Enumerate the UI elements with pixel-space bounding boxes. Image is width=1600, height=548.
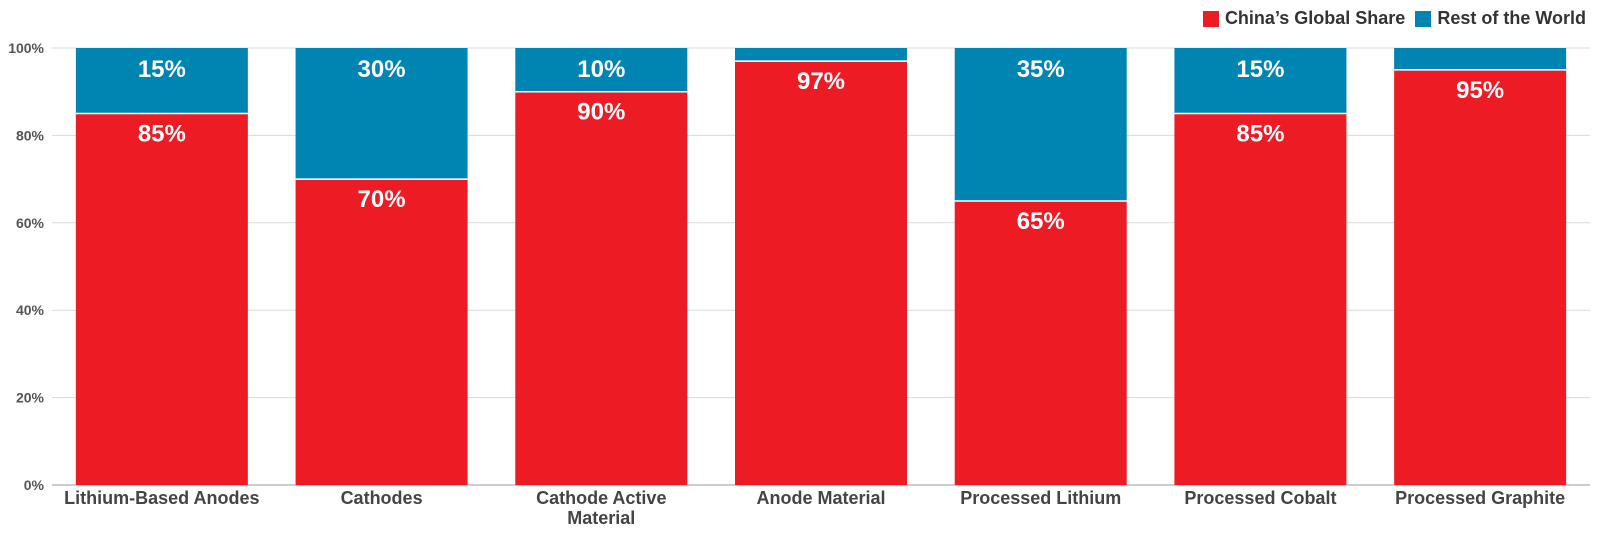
x-tick-label-line: Cathodes xyxy=(341,488,423,508)
bar-rest-of-world xyxy=(1394,48,1567,70)
data-label-china: 95% xyxy=(1456,77,1504,104)
data-label-rest-of-world: 30% xyxy=(358,56,406,83)
x-tick-label-line: Processed Cobalt xyxy=(1184,488,1336,508)
bar-rest-of-world xyxy=(1174,48,1347,114)
data-label-rest-of-world: 35% xyxy=(1017,56,1065,83)
x-tick-label-line: Material xyxy=(567,508,635,528)
bar-rest-of-world xyxy=(735,48,907,62)
x-tick-label: Processed Graphite xyxy=(1395,488,1565,508)
bar-china-share xyxy=(954,200,1127,485)
legend-item-rest-of-world: Rest of the World xyxy=(1415,8,1586,29)
x-tick-label: Anode Material xyxy=(756,488,885,508)
bar-rest-of-world xyxy=(515,48,688,92)
x-tick-label: Processed Cobalt xyxy=(1184,488,1336,508)
bar-china-share xyxy=(1394,69,1567,485)
bar-china-share xyxy=(515,91,688,485)
x-tick-label-line: Processed Graphite xyxy=(1395,488,1565,508)
data-label-china: 65% xyxy=(1017,208,1065,235)
data-label-china: 85% xyxy=(138,121,186,148)
legend: China’s Global Share Rest of the World xyxy=(1202,8,1586,29)
legend-item-china: China’s Global Share xyxy=(1202,8,1406,29)
y-tick-label: 20% xyxy=(16,390,45,406)
legend-label-china: China’s Global Share xyxy=(1224,8,1406,28)
bar-china-share xyxy=(1174,113,1347,486)
x-tick-label: Lithium-Based Anodes xyxy=(64,488,259,508)
legend-swatch-rest-of-world xyxy=(1415,10,1432,27)
y-tick-label: 0% xyxy=(24,477,45,493)
data-label-china: 90% xyxy=(577,99,625,126)
x-tick-label: Cathode Active Material xyxy=(536,488,666,528)
x-tick-label: Cathodes xyxy=(341,488,423,508)
x-tick-label-line: Processed Lithium xyxy=(960,488,1121,508)
bar-china-share xyxy=(295,179,468,485)
x-tick-label-line: Anode Material xyxy=(756,488,885,508)
y-tick-label: 100% xyxy=(8,40,44,56)
bar-china-share xyxy=(75,113,248,486)
y-tick-label: 40% xyxy=(16,302,45,318)
x-tick-label: Processed Lithium xyxy=(960,488,1121,508)
bar-china-share xyxy=(735,61,907,486)
data-label-rest-of-world: 10% xyxy=(577,56,625,83)
data-label-china: 70% xyxy=(358,186,406,213)
bar-rest-of-world xyxy=(954,48,1127,201)
legend-label-rest-of-world: Rest of the World xyxy=(1437,8,1586,28)
data-label-china: 85% xyxy=(1236,121,1284,148)
data-label-rest-of-world: 15% xyxy=(1236,56,1284,83)
x-tick-label-line: Lithium-Based Anodes xyxy=(64,488,259,508)
data-label-china: 97% xyxy=(797,68,845,95)
bar-rest-of-world xyxy=(295,48,468,180)
data-label-rest-of-world: 15% xyxy=(138,56,186,83)
bar-rest-of-world xyxy=(75,48,248,114)
legend-swatch-china xyxy=(1202,10,1219,27)
y-tick-label: 80% xyxy=(16,127,45,143)
x-tick-label-line: Cathode Active xyxy=(536,488,666,508)
y-tick-label: 60% xyxy=(16,215,45,231)
